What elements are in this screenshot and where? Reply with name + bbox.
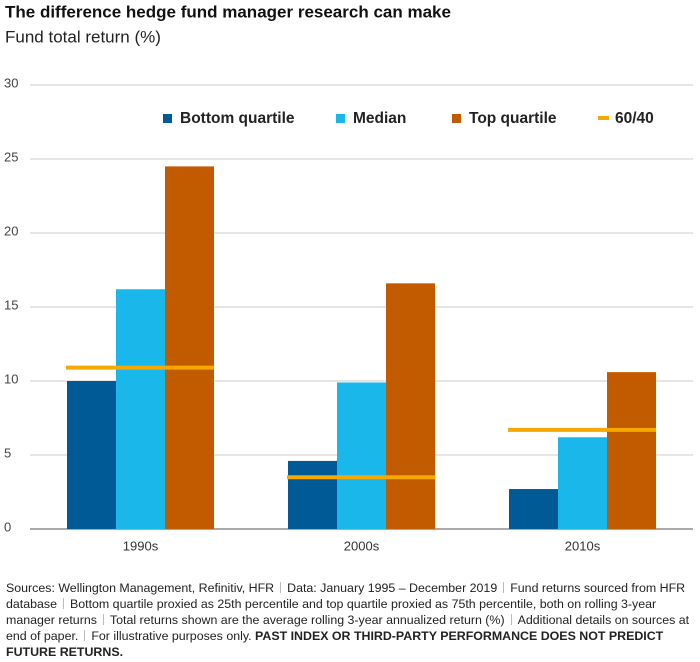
chart: The difference hedge fund manager resear… <box>4 2 693 553</box>
y-tick-label: 20 <box>4 223 18 238</box>
separator <box>102 614 104 625</box>
bar <box>116 289 165 529</box>
legend-swatch <box>336 114 345 123</box>
y-tick-label: 10 <box>4 371 18 386</box>
footnote: Sources: Wellington Management, Refiniti… <box>6 580 694 660</box>
separator <box>280 582 282 593</box>
x-tick-label: 2010s <box>565 538 601 553</box>
x-tick-label: 2000s <box>344 538 380 553</box>
chart-title: The difference hedge fund manager resear… <box>5 2 451 21</box>
legend-label: 60/40 <box>615 110 654 127</box>
chart-subtitle: Fund total return (%) <box>5 27 161 46</box>
y-tick-label: 30 <box>4 75 18 90</box>
legend-swatch <box>452 114 461 123</box>
bar <box>509 489 558 529</box>
legend-label: Median <box>353 110 406 127</box>
legend-swatch <box>163 114 172 123</box>
y-tick-label: 25 <box>4 149 18 164</box>
note: For illustrative purposes only. <box>91 629 252 643</box>
y-tick-label: 0 <box>4 519 11 534</box>
separator <box>503 582 505 593</box>
disclaimer: PAST INDEX OR THIRD-PARTY PERFORMANCE DO… <box>6 629 664 659</box>
note: Additional details on sources at end of … <box>6 613 690 643</box>
legend-label: Bottom quartile <box>180 110 295 127</box>
y-tick-label: 15 <box>4 297 18 312</box>
note: Fund returns sourced from HFR database <box>6 581 686 611</box>
note: Bottom quartile proxied as 25th percenti… <box>6 597 657 627</box>
separator <box>62 598 64 609</box>
legend-label: Top quartile <box>469 110 557 127</box>
bar <box>67 381 116 529</box>
x-tick-label: 1990s <box>123 538 159 553</box>
note: Sources: Wellington Management, Refiniti… <box>6 581 275 595</box>
bar <box>165 166 214 529</box>
bar <box>607 372 656 529</box>
separator <box>510 614 512 625</box>
note: Data: January 1995 – December 2019 <box>287 581 498 595</box>
note: Total returns shown are the average roll… <box>109 613 505 627</box>
bar <box>288 460 337 529</box>
bar <box>558 437 607 529</box>
separator <box>84 630 86 641</box>
y-tick-label: 5 <box>4 445 11 460</box>
bar <box>337 382 386 529</box>
bar <box>386 283 435 529</box>
